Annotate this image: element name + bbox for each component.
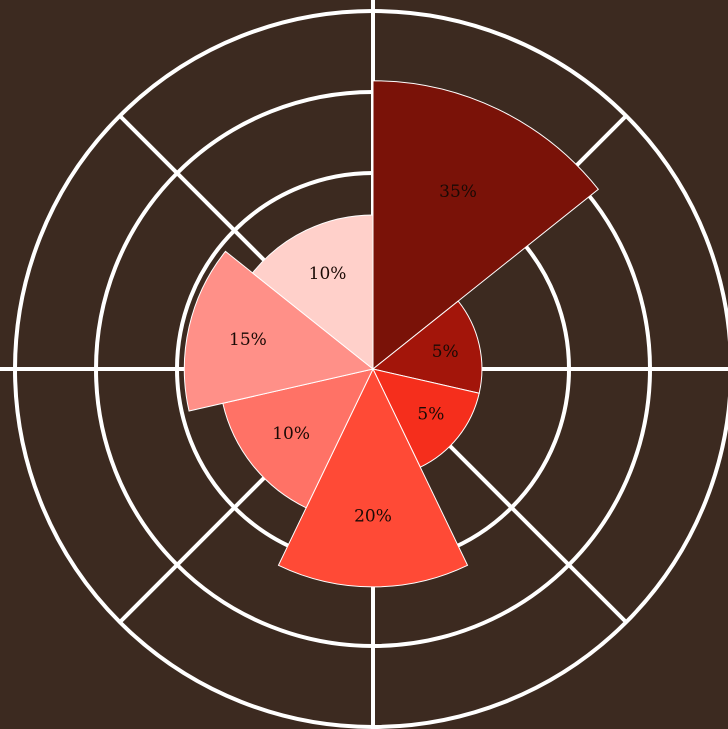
- slice: [277, 367, 469, 588]
- data-label: 10%: [309, 264, 347, 284]
- data-label: 35%: [439, 182, 477, 202]
- data-label: 20%: [354, 507, 392, 527]
- slice: [372, 80, 600, 371]
- slice: [222, 368, 374, 509]
- data-label: 15%: [229, 330, 267, 350]
- slice: [371, 300, 483, 394]
- slice: [372, 368, 480, 468]
- slice: [183, 250, 375, 412]
- data-label: 10%: [272, 424, 310, 444]
- data-label: 5%: [417, 405, 444, 425]
- slice: [251, 214, 374, 371]
- data-label: 5%: [432, 342, 459, 362]
